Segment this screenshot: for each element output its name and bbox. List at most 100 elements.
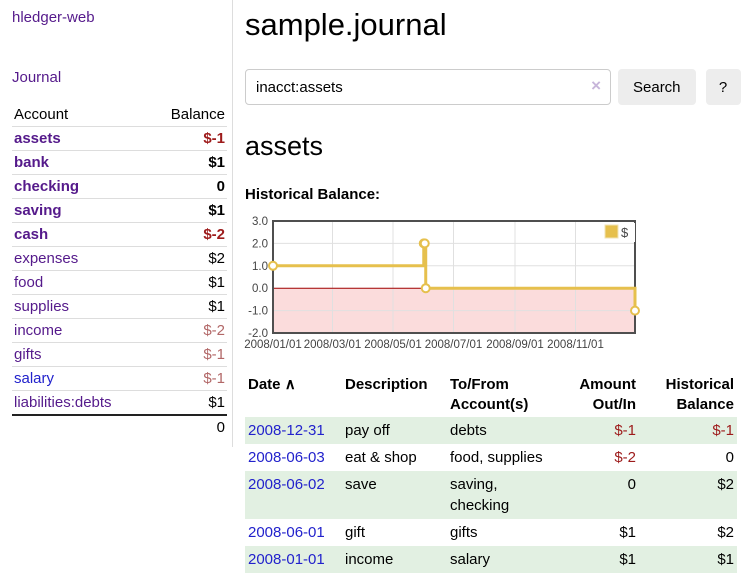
transaction-date-cell: 2008-12-31 xyxy=(245,417,342,444)
account-name-cell: food xyxy=(12,270,149,295)
transaction-accounts-cell: saving, checking xyxy=(450,475,510,514)
account-row: food $1 xyxy=(12,270,227,295)
svg-text:2008/09/01: 2008/09/01 xyxy=(486,339,544,351)
account-balance: $1 xyxy=(148,198,227,223)
transaction-amount-cell: $1 xyxy=(619,523,636,541)
transaction-accounts-cell: food, supplies xyxy=(450,448,543,466)
account-balance: $-2 xyxy=(148,318,227,343)
account-row: salary $-1 xyxy=(12,366,227,391)
transaction-description-cell: gift xyxy=(345,523,366,541)
accounts-total-row: 0 xyxy=(12,414,227,439)
account-balance: $1 xyxy=(148,270,227,295)
sidebar-account-link[interactable]: bank xyxy=(14,154,50,171)
transaction-description-cell: pay off xyxy=(345,421,390,439)
transaction-date-link[interactable]: 2008-12-31 xyxy=(248,421,325,439)
transaction-row: 2008-06-03 eat & shop food, supplies $-2 0 xyxy=(245,444,737,471)
account-name-cell: income xyxy=(12,318,149,343)
sidebar-account-link[interactable]: salary xyxy=(14,370,55,387)
account-balance: 0 xyxy=(148,174,227,199)
page-title: sample.journal xyxy=(245,7,447,42)
sidebar-account-link[interactable]: saving xyxy=(14,202,62,219)
svg-text:-1.0: -1.0 xyxy=(248,305,268,317)
sidebar-account-link[interactable]: gifts xyxy=(14,346,42,363)
search-input-wrap: × xyxy=(245,69,611,106)
search-button[interactable]: Search xyxy=(618,69,696,106)
svg-text:$: $ xyxy=(621,225,629,240)
account-name-cell: liabilities:debts xyxy=(12,390,149,415)
account-row: income $-2 xyxy=(12,318,227,343)
search-form: × Search ? xyxy=(245,69,741,106)
total-spacer xyxy=(12,414,149,439)
transaction-accounts-cell: gifts xyxy=(450,523,478,541)
transaction-description-cell: save xyxy=(345,475,377,493)
account-name-cell: expenses xyxy=(12,246,149,271)
clear-search-icon[interactable]: × xyxy=(591,76,601,96)
brand-link[interactable]: hledger-web xyxy=(12,9,95,26)
transaction-row: 2008-06-02 save saving, checking 0 $2 xyxy=(245,470,737,519)
sidebar-account-link[interactable]: income xyxy=(14,322,63,339)
svg-text:2008/03/01: 2008/03/01 xyxy=(304,339,362,351)
transaction-date-link[interactable]: 2008-01-01 xyxy=(248,550,325,568)
transaction-row: 2008-01-01 income salary $1 $1 xyxy=(245,545,737,573)
account-name-cell: supplies xyxy=(12,294,149,319)
accounts-table-header-row: Account Balance xyxy=(12,103,227,127)
account-row: liabilities:debts $1 xyxy=(12,390,227,415)
account-row: saving $1 xyxy=(12,198,227,223)
svg-text:-2.0: -2.0 xyxy=(248,328,268,340)
account-name-cell: salary xyxy=(12,366,149,391)
account-row: expenses $2 xyxy=(12,246,227,271)
transaction-amount-cell: $1 xyxy=(619,550,636,568)
accounts-table: Account Balance assets $-1 bank $1 checking 0… xyxy=(12,103,227,439)
svg-text:2008/07/01: 2008/07/01 xyxy=(425,339,483,351)
sidebar-account-link[interactable]: checking xyxy=(14,178,80,195)
transaction-amount-cell: $-1 xyxy=(614,421,636,439)
svg-text:2.0: 2.0 xyxy=(252,238,268,250)
transaction-balance-cell: $2 xyxy=(717,523,734,541)
account-row: gifts $-1 xyxy=(12,342,227,367)
account-name-cell: assets xyxy=(12,126,149,151)
balance-column-header: Balance xyxy=(170,106,225,123)
sidebar-account-link[interactable]: supplies xyxy=(14,298,70,315)
account-balance: $-1 xyxy=(148,366,227,391)
account-balance: $1 xyxy=(148,150,227,175)
description-column-header: Description xyxy=(345,375,428,393)
account-balance: $-1 xyxy=(148,126,227,151)
search-input[interactable] xyxy=(245,69,611,106)
help-button[interactable]: ? xyxy=(705,69,741,106)
transaction-balance-cell: $1 xyxy=(717,550,734,568)
account-name-cell: cash xyxy=(12,222,149,247)
transaction-date-cell: 2008-01-01 xyxy=(245,546,342,573)
transaction-accounts-cell: salary xyxy=(450,550,491,568)
register-table: Date ∧ Description To/From Account(s) Am… xyxy=(245,372,737,573)
transaction-description-cell: eat & shop xyxy=(345,448,417,466)
account-name-cell: saving xyxy=(12,198,149,223)
main-content: sample.journal × Search ? assets Histori… xyxy=(233,0,742,573)
account-row: supplies $1 xyxy=(12,294,227,319)
sidebar-account-link[interactable]: food xyxy=(14,274,44,291)
transaction-row: 2008-06-01 gift gifts $1 $2 xyxy=(245,519,737,546)
sidebar-account-link[interactable]: cash xyxy=(14,226,49,243)
svg-text:2008/05/01: 2008/05/01 xyxy=(364,339,422,351)
sidebar-account-link[interactable]: assets xyxy=(14,130,61,147)
transaction-description-cell: income xyxy=(345,550,394,568)
sidebar-item-journal[interactable]: Journal xyxy=(12,69,62,86)
account-row: assets $-1 xyxy=(12,126,227,151)
accounts-total-balance: 0 xyxy=(148,414,227,439)
transaction-balance-cell: 0 xyxy=(725,448,734,466)
date-column-header[interactable]: Date ∧ xyxy=(248,375,296,393)
sidebar-account-link[interactable]: expenses xyxy=(14,250,79,267)
transaction-amount-cell: $-2 xyxy=(614,448,636,466)
transaction-date-link[interactable]: 2008-06-03 xyxy=(248,448,325,466)
amount-column-header: Amount Out/In xyxy=(579,375,636,413)
chart-heading: Historical Balance: xyxy=(245,185,381,203)
sidebar-account-link[interactable]: liabilities:debts xyxy=(14,394,112,411)
sort-ascending-icon: ∧ xyxy=(284,375,296,393)
transaction-date-link[interactable]: 2008-06-01 xyxy=(248,523,325,541)
account-column-header: Account xyxy=(14,106,69,123)
transaction-date-link[interactable]: 2008-06-02 xyxy=(248,475,325,493)
transaction-date-cell: 2008-06-03 xyxy=(245,444,342,471)
transaction-balance-cell: $-1 xyxy=(712,421,734,439)
account-balance: $-2 xyxy=(148,222,227,247)
transaction-date-cell: 2008-06-01 xyxy=(245,519,342,546)
